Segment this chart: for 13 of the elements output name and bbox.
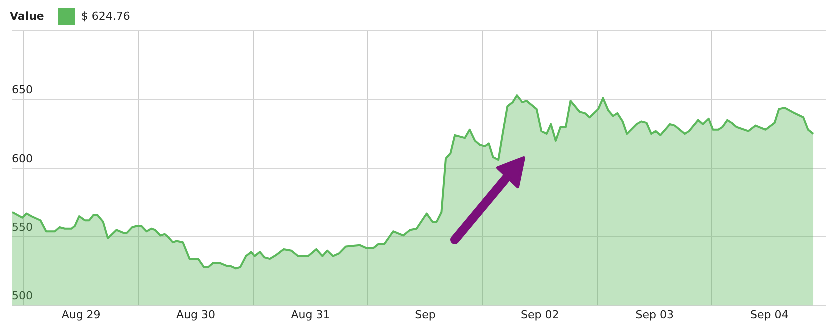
legend-label: $ 624.76: [81, 10, 130, 23]
x-tick-label: Sep 03: [636, 308, 674, 322]
y-tick-label: 550: [12, 220, 33, 234]
x-tick-label: Aug 29: [62, 308, 101, 322]
y-tick-label: 500: [12, 290, 33, 303]
y-tick-label: 650: [12, 84, 33, 97]
y-tick-label: 600: [12, 152, 33, 166]
x-tick-label: Sep 04: [750, 308, 789, 322]
x-tick-label: Aug 31: [291, 308, 330, 322]
legend-title: Value: [10, 10, 44, 23]
x-tick-label: Sep 02: [521, 308, 560, 322]
x-tick-label: Sep: [415, 308, 436, 322]
x-tick-label: Aug 30: [176, 308, 216, 322]
